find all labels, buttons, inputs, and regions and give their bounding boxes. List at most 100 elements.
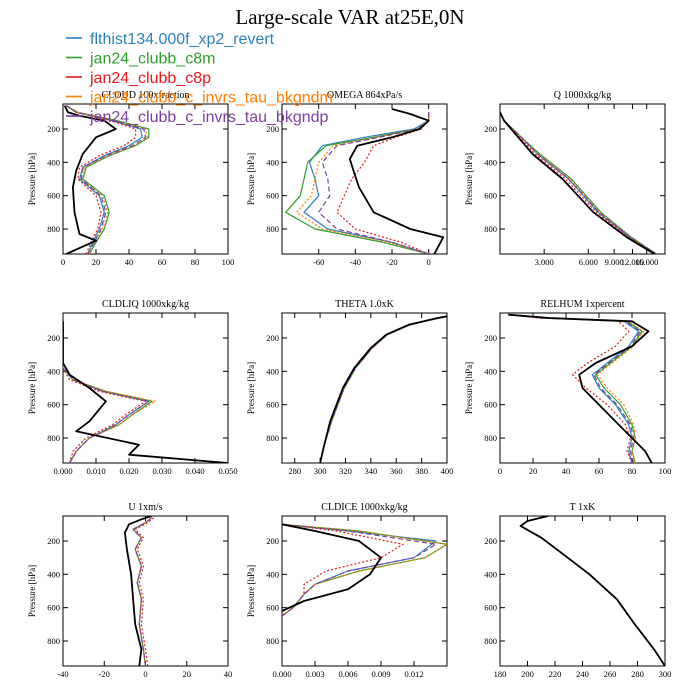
x-tick-label: 0.050 (218, 466, 237, 476)
series-line-3 (336, 112, 430, 254)
panel-4: CLDLIQ 1000xkg/kg Pressure [hPa] 200 400 600… (27, 299, 238, 476)
x-tick-label: 280 (631, 669, 644, 679)
y-tick-label: 800 (266, 433, 279, 443)
y-tick-label: 800 (266, 224, 279, 234)
series-line-5 (500, 112, 657, 254)
x-tick-label: 80 (191, 257, 200, 267)
y-tick-label: 600 (266, 191, 279, 201)
y-axis-label: Pressure [hPa] (464, 362, 474, 414)
panel-title: T 1xK (570, 502, 596, 513)
y-tick-label: 800 (47, 224, 60, 234)
panel-3: Q 1000xkg/kg Pressure [hPa] 200 400 600 800 3.… (464, 90, 666, 267)
y-tick-label: 200 (266, 124, 279, 134)
control-line (63, 321, 228, 463)
y-tick-label: 600 (47, 191, 60, 201)
series-line-5 (282, 523, 437, 617)
series-line-5 (65, 105, 147, 254)
x-tick-label: -60 (313, 257, 324, 267)
x-tick-label: 12.000 (621, 257, 644, 267)
x-tick-label: 0.020 (119, 466, 138, 476)
x-tick-label: 0 (143, 669, 147, 679)
x-tick-label: -40 (350, 257, 361, 267)
y-tick-label: 200 (266, 333, 279, 343)
series-line-1 (65, 105, 143, 254)
y-tick-label: 200 (484, 124, 497, 134)
x-tick-label: 80 (628, 466, 637, 476)
x-tick-label: 6.000 (579, 257, 598, 267)
series-line-1 (500, 112, 657, 254)
x-tick-label: 40 (224, 669, 233, 679)
panel-title: THETA 1.0xK (335, 299, 394, 310)
x-tick-label: 300 (659, 669, 672, 679)
panel-title: CLDICE 1000xkg/kg (321, 502, 407, 513)
series-line-5 (318, 112, 430, 254)
y-tick-label: 800 (484, 636, 497, 646)
x-tick-label: 300 (314, 466, 327, 476)
series-line-4 (63, 321, 156, 463)
plot-frame (62, 515, 229, 667)
x-tick-label: 0.040 (185, 466, 204, 476)
x-tick-label: 0.003 (305, 669, 324, 679)
y-tick-label: 800 (266, 636, 279, 646)
y-axis-label: Pressure [hPa] (246, 565, 256, 617)
x-tick-label: 100 (222, 257, 235, 267)
series-line-3 (508, 314, 633, 463)
x-tick-label: 40 (125, 257, 134, 267)
y-tick-label: 600 (47, 603, 60, 613)
x-tick-label: 0.010 (86, 466, 105, 476)
panel-8: CLDICE 1000xkg/kg Pressure [hPa] 200 400 600… (246, 502, 448, 679)
series-line-2 (319, 315, 447, 463)
x-tick-label: 0.000 (53, 466, 72, 476)
legend-label: flthist134.000f_xp2_revert (90, 31, 275, 48)
x-tick-label: -40 (57, 669, 68, 679)
x-tick-label: 360 (390, 466, 403, 476)
y-tick-label: 400 (266, 569, 279, 579)
y-tick-label: 400 (47, 366, 60, 376)
y-axis-label: Pressure [hPa] (27, 153, 37, 205)
y-tick-label: 200 (266, 536, 279, 546)
series-line-3 (134, 517, 155, 666)
x-tick-label: 60 (158, 257, 167, 267)
y-axis-label: Pressure [hPa] (27, 362, 37, 414)
control-line (500, 111, 656, 254)
panel-title: OMEGA 864xPa/s (327, 90, 402, 101)
panel-5: THETA 1.0xK Pressure [hPa] 200 400 600 800 280… (246, 299, 453, 476)
y-tick-label: 600 (266, 400, 279, 410)
plot-frame (499, 312, 666, 464)
y-tick-label: 800 (47, 636, 60, 646)
x-tick-label: 0 (427, 257, 431, 267)
series-line-1 (282, 523, 437, 617)
x-tick-label: 20 (183, 669, 192, 679)
control-line (508, 313, 653, 463)
y-tick-label: 400 (484, 157, 497, 167)
y-tick-label: 600 (484, 603, 497, 613)
panel-7: U 1xm/s Pressure [hPa] 200 400 600 800 -40 -20 0… (27, 502, 232, 679)
x-tick-label: 0 (61, 257, 65, 267)
panel-title: CLDLIQ 1000xkg/kg (102, 299, 189, 310)
y-tick-label: 800 (47, 433, 60, 443)
legend-label: jan24_clubb_c8m (89, 51, 215, 68)
legend-label: jan24_clubb_c_invrs_tau_bkgndp (89, 109, 329, 126)
x-tick-label: 240 (576, 669, 589, 679)
legend-label: jan24_clubb_c8p (89, 70, 211, 87)
y-tick-label: 600 (484, 400, 497, 410)
y-tick-label: 400 (484, 366, 497, 376)
control-line (519, 516, 665, 666)
control-line (63, 105, 117, 254)
y-tick-label: 400 (266, 157, 279, 167)
plot-frame (499, 515, 666, 667)
panel-2: OMEGA 864xPa/s Pressure [hPa] 200 400 600 800… (246, 90, 448, 267)
y-tick-label: 600 (484, 191, 497, 201)
control-line (319, 315, 447, 463)
y-axis-label: Pressure [hPa] (27, 565, 37, 617)
series-line-4 (282, 523, 447, 617)
x-tick-label: -20 (99, 669, 110, 679)
y-tick-label: 200 (484, 536, 497, 546)
x-tick-label: 320 (339, 466, 352, 476)
x-tick-label: 9.000 (605, 257, 624, 267)
x-tick-label: 60 (595, 466, 604, 476)
x-tick-label: 20 (92, 257, 101, 267)
x-tick-label: 200 (521, 669, 534, 679)
x-tick-label: 0.012 (404, 669, 423, 679)
